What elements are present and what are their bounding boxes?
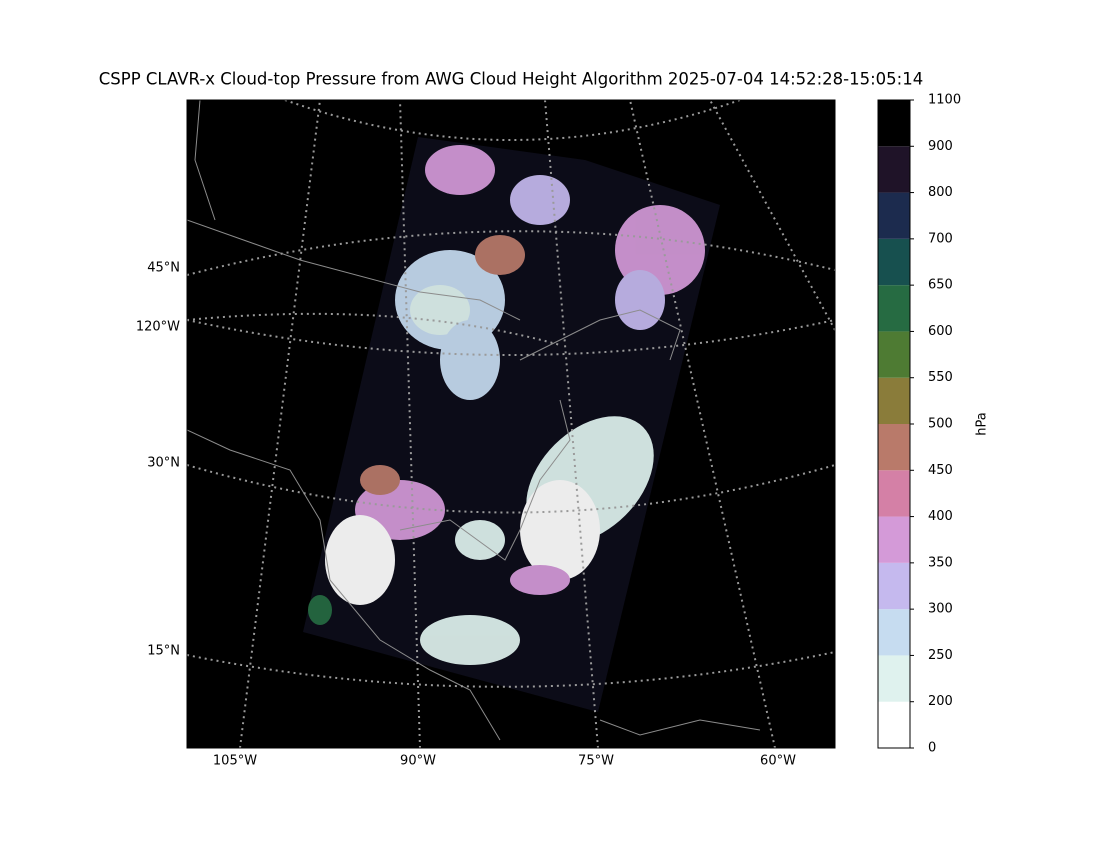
- colorbar-segment: [878, 377, 910, 424]
- colorbar-tick-label: 350: [928, 555, 953, 570]
- colorbar-segment: [878, 701, 910, 748]
- coastlines: [187, 100, 761, 741]
- lon-label: 90°W: [400, 754, 436, 769]
- colorbar-tick-label: 1100: [928, 93, 961, 108]
- colorbar-tick-label: 800: [928, 185, 953, 200]
- map-frame: [186, 99, 836, 749]
- lat-label: 15°N: [147, 644, 180, 659]
- lon-label: 60°W: [760, 754, 796, 769]
- colorbar-segment: [878, 562, 910, 610]
- colorbar-segment: [878, 424, 910, 471]
- chart-title: CSPP CLAVR-x Cloud-top Pressure from AWG…: [99, 70, 923, 89]
- colorbar-tick-label: 900: [928, 139, 953, 154]
- lon-label: 75°W: [578, 754, 614, 769]
- colorbar-tick-label: 400: [928, 509, 953, 524]
- colorbar-segment: [878, 146, 910, 193]
- colorbar-segment: [878, 516, 910, 563]
- colorbar-tick-label: 500: [928, 417, 953, 432]
- colorbar-tick-label: 250: [928, 648, 953, 663]
- colorbar-tick-label: 600: [928, 324, 953, 339]
- colorbar-segment: [878, 470, 910, 517]
- colorbar-segment: [878, 655, 910, 702]
- colorbar-tick-label: 0: [928, 741, 936, 756]
- colorbar: 0 200 250 300 350 400 450 500 550 600 650 700 800 900…: [877, 93, 961, 756]
- colorbar-tick-label: 650: [928, 278, 953, 293]
- lat-label: 45°N: [147, 261, 180, 276]
- graticule: [187, 100, 835, 748]
- colorbar-segment: [878, 331, 910, 378]
- lat-label: 30°N: [147, 456, 180, 471]
- colorbar-tick-label: 700: [928, 231, 953, 246]
- lon-label: 105°W: [213, 754, 257, 769]
- colorbar-label: hPa: [975, 412, 990, 435]
- colorbar-segment: [878, 238, 910, 286]
- lat-label: 120°W: [136, 320, 180, 335]
- colorbar-tick-label: 550: [928, 370, 953, 385]
- colorbar-segment: [878, 285, 910, 332]
- colorbar-tick-label: 450: [928, 463, 953, 478]
- colorbar-segment: [878, 192, 910, 239]
- colorbar-segment: [878, 100, 910, 147]
- colorbar-tick-label: 200: [928, 694, 953, 709]
- colorbar-segment: [878, 609, 910, 656]
- colorbar-tick-label: 300: [928, 602, 953, 617]
- map: [187, 100, 835, 748]
